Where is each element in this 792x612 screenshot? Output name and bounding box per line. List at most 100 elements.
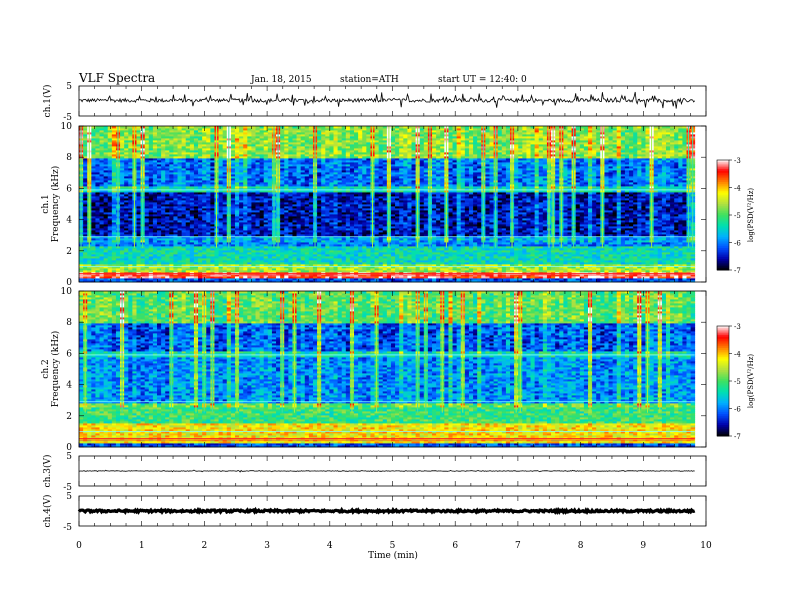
spectrogram-cell xyxy=(156,238,162,241)
spectrogram-cell xyxy=(678,258,683,261)
spectrogram-cell xyxy=(378,278,384,281)
spectrogram-cell xyxy=(304,240,310,243)
spectrogram-cell xyxy=(534,258,540,261)
spectrogram-cell xyxy=(337,238,343,241)
spectrogram-cell xyxy=(600,250,605,253)
spectrogram-cell xyxy=(526,250,531,253)
spectrogram-cell xyxy=(682,230,687,233)
spectrogram-cell xyxy=(608,260,614,263)
spectrogram-cell xyxy=(592,236,597,239)
spectrogram-cell xyxy=(378,250,384,253)
spectrogram-cell xyxy=(592,232,597,235)
spectrogram-cell xyxy=(629,268,634,271)
spectrogram-cell xyxy=(111,258,117,261)
spectrogram-cell xyxy=(612,258,618,261)
spectrogram-cell xyxy=(341,262,347,265)
spectrogram-cell xyxy=(579,250,585,253)
spectrogram-cell xyxy=(189,232,195,235)
spectrogram-cell xyxy=(79,262,84,265)
spectrogram-cell xyxy=(259,230,265,233)
spectrogram-cell xyxy=(501,278,507,281)
spectrogram-cell xyxy=(292,258,297,261)
spectrogram-cell xyxy=(456,240,462,243)
spectrogram-cell xyxy=(690,266,696,269)
spectrogram-cell xyxy=(83,244,88,247)
spectrogram-cell xyxy=(247,248,252,251)
spectrogram-cell xyxy=(165,262,170,265)
spectrogram-cell xyxy=(386,254,392,257)
spectrogram-cell xyxy=(686,266,691,269)
spectrogram-cell xyxy=(276,268,281,271)
spectrogram-cell xyxy=(608,236,614,239)
spectrogram-cell xyxy=(136,250,141,253)
spectrogram-cell xyxy=(542,264,548,267)
spectrogram-cell xyxy=(624,240,630,243)
spectrogram-cell xyxy=(674,260,679,263)
spectrogram-cell xyxy=(587,230,593,233)
spectrogram-cell xyxy=(226,268,232,271)
spectrogram-cell xyxy=(218,230,224,233)
spectrogram-cell xyxy=(583,278,589,281)
spectrogram-cell xyxy=(280,276,285,279)
spectrogram-cell xyxy=(460,234,466,237)
spectrogram-cell xyxy=(95,278,100,281)
spectrogram-cell xyxy=(152,232,158,235)
spectrogram-cell xyxy=(280,238,285,241)
spectrogram-cell xyxy=(436,238,441,241)
spectrogram-cell xyxy=(542,252,548,255)
spectrogram-cell xyxy=(542,254,548,257)
spectrogram-cell xyxy=(596,280,601,283)
spectrogram-cell xyxy=(612,240,618,243)
spectrogram-cell xyxy=(292,262,297,265)
spectrogram-cell xyxy=(300,258,306,261)
spectrogram-cell xyxy=(185,232,191,235)
spectrogram-cell xyxy=(288,250,293,253)
spectrogram-cell xyxy=(280,250,285,253)
spectrogram-cell xyxy=(620,246,626,249)
spectrogram-cell xyxy=(432,250,437,253)
spectrogram-cell xyxy=(271,252,277,255)
spectrogram-cell xyxy=(296,262,302,265)
spectrogram-cell xyxy=(661,236,667,239)
spectrogram-cell xyxy=(144,254,150,257)
spectrogram-cell xyxy=(526,242,531,245)
spectrogram-cell xyxy=(103,252,109,255)
spectrogram-cell xyxy=(390,260,396,263)
spectrogram-cell xyxy=(148,248,154,251)
spectrogram-cell xyxy=(637,246,642,249)
spectrogram-cell xyxy=(136,262,141,265)
spectrogram-cell xyxy=(514,250,519,253)
spectrogram-cell xyxy=(390,236,396,239)
spectrogram-cell xyxy=(165,256,170,259)
spectrogram-cell xyxy=(337,270,343,273)
spectrogram-cell xyxy=(546,270,552,273)
spectrogram-cell xyxy=(202,266,207,269)
spectrogram-cell xyxy=(440,276,445,279)
spectrogram-cell xyxy=(686,278,691,281)
spectrogram-cell xyxy=(362,280,367,283)
spectrogram-cell xyxy=(678,266,683,269)
spectrogram-cell xyxy=(653,260,659,263)
spectrogram-cell xyxy=(612,254,618,257)
spectrogram-cell xyxy=(555,244,560,247)
spectrogram-cell xyxy=(115,248,121,251)
spectrogram-cell xyxy=(308,254,314,257)
spectrogram-cell xyxy=(198,250,203,253)
spectrogram-cell xyxy=(411,246,416,249)
spectrogram-cell xyxy=(317,278,322,281)
spectrogram-cell xyxy=(99,252,105,255)
spectrogram-cell xyxy=(189,276,195,279)
spectrogram-cell xyxy=(678,254,683,257)
spectrogram-cell xyxy=(657,268,663,271)
spectrogram-cell xyxy=(210,244,215,247)
spectrogram-cell xyxy=(657,258,663,261)
spectrogram-cell xyxy=(563,240,568,243)
spectrogram-cell xyxy=(501,268,507,271)
spectrogram-cell xyxy=(403,266,408,269)
spectrogram-cell xyxy=(674,268,679,271)
spectrogram-cell xyxy=(542,260,548,263)
spectrogram-cell xyxy=(661,230,667,233)
spectrogram-cell xyxy=(165,276,170,279)
spectrogram-cell xyxy=(616,280,622,283)
spectrogram-cell xyxy=(579,258,585,261)
